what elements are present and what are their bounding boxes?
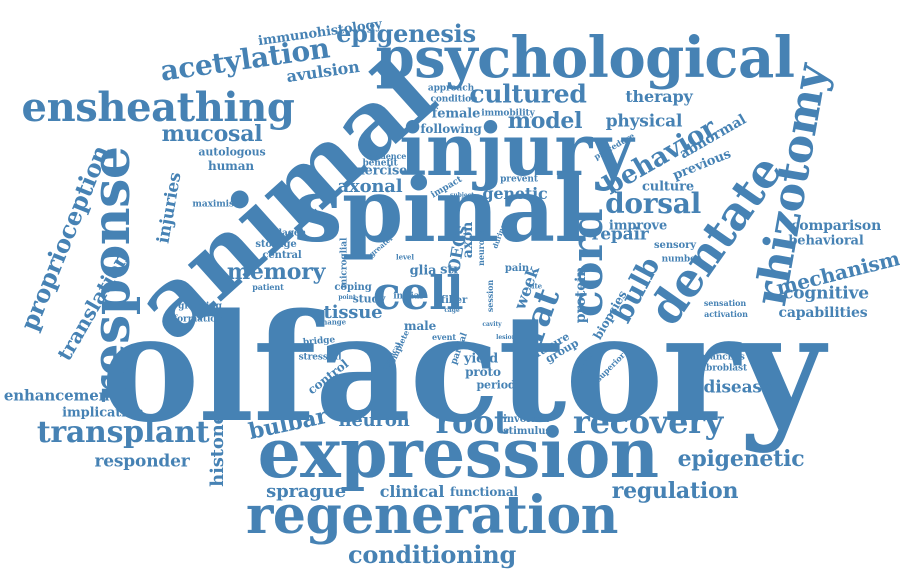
word: sprague <box>266 481 346 502</box>
word: root <box>435 403 509 441</box>
word: patient <box>252 282 284 292</box>
word: autologous <box>198 145 266 159</box>
word: spinal <box>293 158 588 262</box>
word: period <box>476 378 516 392</box>
word: following <box>420 122 482 136</box>
word: repair <box>591 224 649 245</box>
word: cognitive <box>783 283 869 304</box>
word: sensory <box>654 240 696 251</box>
word: level <box>396 252 414 262</box>
word: cage <box>444 307 460 314</box>
word: conditioning <box>347 540 517 569</box>
word: glia <box>409 263 437 279</box>
word: enhancement <box>3 386 117 405</box>
word: neuronal <box>476 226 486 266</box>
word: regeneration <box>246 485 618 546</box>
word: injury <box>399 107 633 192</box>
word: formation <box>173 314 223 325</box>
word: capabilities <box>778 305 868 321</box>
word: improve <box>608 218 668 234</box>
word: branches <box>699 352 745 363</box>
word: exercise <box>348 163 408 179</box>
word: neuron <box>338 410 410 431</box>
word: cavity <box>482 321 502 328</box>
word: involved <box>503 414 549 425</box>
word: axon <box>460 221 476 259</box>
word: dorsal <box>605 187 701 220</box>
word: genetic <box>482 184 548 203</box>
word: proto <box>465 365 501 379</box>
word: axonal <box>337 176 403 197</box>
word: grasping <box>178 301 222 312</box>
word: point <box>338 294 356 301</box>
word: pain <box>504 263 530 274</box>
word: benefit <box>362 158 398 169</box>
word: ensheathing <box>21 84 295 131</box>
word: cultured <box>469 79 587 109</box>
word: prevent <box>500 174 538 185</box>
word: microglial <box>339 237 350 289</box>
word: clinical <box>379 482 445 501</box>
word: site <box>527 281 543 291</box>
word: physical <box>605 111 683 132</box>
word: activation <box>704 309 748 319</box>
word: fiber <box>440 295 468 306</box>
word: immobility <box>481 108 535 119</box>
word: stimulus <box>503 426 551 437</box>
word: maximise <box>192 199 240 210</box>
word: comparison <box>790 218 882 234</box>
word: responder <box>94 451 190 472</box>
word: yield <box>463 351 499 367</box>
word: change <box>318 317 346 327</box>
word: fibroblast <box>698 363 748 374</box>
word: histone <box>207 413 228 487</box>
word: number <box>661 254 701 265</box>
word: stressful <box>298 352 342 363</box>
word: condition <box>430 94 478 105</box>
word: therapy <box>625 87 693 106</box>
word: event <box>432 332 456 342</box>
word: subject <box>450 192 474 199</box>
word: approach <box>427 83 475 94</box>
word: epigenetic <box>677 446 805 472</box>
word: evidence <box>367 151 407 161</box>
word: memory <box>226 259 326 285</box>
word: disease <box>703 377 773 398</box>
word: epigenesis <box>336 19 476 48</box>
word: lesion <box>496 334 516 341</box>
word: mucosal <box>161 121 263 147</box>
word: transplant <box>36 415 210 450</box>
word: sensation <box>703 298 747 308</box>
word: tissue <box>323 302 383 323</box>
word: regulation <box>611 478 739 504</box>
word: session <box>485 279 495 313</box>
word: collagen <box>264 228 306 239</box>
word: behavioral <box>788 233 864 249</box>
word: protein <box>573 266 589 324</box>
word: female <box>431 106 481 122</box>
word: storage <box>255 239 297 250</box>
word: recovery <box>573 403 723 441</box>
word: culture <box>642 179 694 195</box>
word: coping <box>334 282 372 293</box>
word: str <box>440 262 460 278</box>
word: model <box>507 108 583 134</box>
word: male <box>403 319 437 333</box>
word: psychological <box>375 25 795 91</box>
word: expression <box>257 414 660 494</box>
word: functional <box>450 485 518 499</box>
word: implication <box>62 405 144 421</box>
word: study <box>352 292 386 306</box>
word: cell <box>372 266 464 320</box>
word: human <box>207 159 255 173</box>
word: olfactory <box>100 281 825 455</box>
word: central <box>262 250 302 261</box>
word: initial <box>393 291 423 302</box>
